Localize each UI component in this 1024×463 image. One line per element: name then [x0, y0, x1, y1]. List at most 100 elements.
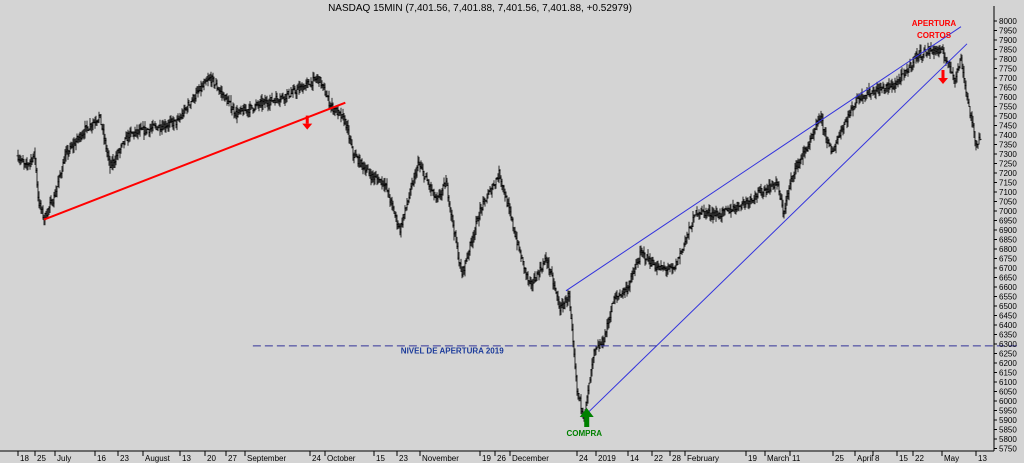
y-tick-label: 7400: [999, 131, 1017, 140]
sell-arrow: [938, 70, 948, 84]
annotation-label: APERTURA: [912, 19, 957, 28]
x-tick-label: 16: [97, 454, 106, 463]
x-tick-label: 15: [899, 454, 908, 463]
x-tick-label: 23: [399, 454, 408, 463]
y-tick-label: 6250: [999, 350, 1017, 359]
y-tick-label: 7450: [999, 122, 1017, 131]
y-tick-label: 7550: [999, 103, 1017, 112]
x-tick-label: 25: [835, 454, 844, 463]
y-tick-label: 7800: [999, 55, 1017, 64]
y-tick-label: 8000: [999, 17, 1017, 26]
y-tick-label: 6650: [999, 274, 1017, 283]
x-tick-label: 27: [228, 454, 237, 463]
x-tick-label: 22: [915, 454, 924, 463]
channel-line-2: [583, 43, 968, 417]
x-tick-label: 19: [482, 454, 491, 463]
x-tick-label: October: [327, 454, 356, 463]
y-tick-label: 7250: [999, 160, 1017, 169]
x-tick-label: November: [422, 454, 459, 463]
y-tick-label: 6850: [999, 236, 1017, 245]
y-tick-label: 6750: [999, 255, 1017, 264]
x-tick-label: 13: [978, 454, 987, 463]
x-tick-label: 26: [497, 454, 506, 463]
y-tick-label: 6500: [999, 302, 1017, 311]
x-tick-label: 15: [376, 454, 385, 463]
x-tick-label: 28: [672, 454, 681, 463]
x-tick-label: 14: [630, 454, 639, 463]
x-tick-label: September: [247, 454, 286, 463]
x-tick-label: 11: [792, 454, 801, 463]
y-axis: 5750580058505900595060006050610061506200…: [993, 6, 1017, 454]
y-tick-label: 7000: [999, 207, 1017, 216]
y-tick-label: 7950: [999, 27, 1017, 36]
y-tick-label: 7100: [999, 188, 1017, 197]
y-tick-label: 6900: [999, 226, 1017, 235]
y-tick-label: 7600: [999, 93, 1017, 102]
y-tick-label: 6950: [999, 217, 1017, 226]
annotations: NIVEL DE APERTURA 2019 COMPRA APERTURA CORT…: [401, 19, 957, 438]
x-tick-label: July: [57, 454, 71, 463]
buy-arrow: [579, 408, 594, 427]
y-tick-label: 7650: [999, 84, 1017, 93]
x-tick-label: 23: [120, 454, 129, 463]
annotation-label: COMPRA: [567, 429, 603, 438]
x-tick-label: 8: [875, 454, 880, 463]
support-trend-line: [43, 101, 346, 221]
ohlc-bar-series: [16, 42, 982, 423]
annotation-label: NIVEL DE APERTURA 2019: [401, 347, 504, 356]
y-tick-label: 6600: [999, 283, 1017, 292]
y-tick-label: 5900: [999, 416, 1017, 425]
x-tick-label: 19: [748, 454, 757, 463]
y-tick-label: 6450: [999, 312, 1017, 321]
x-axis: 18 25 July 16 23 August 13 20 27 September 24 Octob…: [0, 450, 994, 463]
annotation-label: CORTOS: [917, 31, 952, 40]
trend-lines: [43, 26, 1020, 417]
x-tick-label: May: [944, 454, 959, 463]
y-tick-label: 5850: [999, 426, 1017, 435]
channel-line-1: [565, 26, 962, 292]
y-tick-label: 6050: [999, 388, 1017, 397]
x-tick-label: 24: [312, 454, 321, 463]
y-tick-label: 7300: [999, 150, 1017, 159]
x-tick-label: April: [857, 454, 873, 463]
y-tick-label: 7850: [999, 46, 1017, 55]
x-tick-label: 22: [654, 454, 663, 463]
y-tick-label: 7150: [999, 179, 1017, 188]
x-tick-label: March: [767, 454, 789, 463]
x-tick-label: 25: [37, 454, 46, 463]
y-tick-label: 6300: [999, 340, 1017, 349]
arrows: [302, 70, 948, 427]
x-tick-label: August: [145, 454, 171, 463]
y-tick-label: 6350: [999, 331, 1017, 340]
y-tick-label: 7500: [999, 112, 1017, 121]
x-tick-label: December: [512, 454, 549, 463]
x-tick-label: 2019: [598, 454, 616, 463]
y-tick-label: 7700: [999, 74, 1017, 83]
x-tick-label: 18: [20, 454, 29, 463]
y-tick-label: 6150: [999, 369, 1017, 378]
ohlc-bars: [16, 42, 982, 423]
y-tick-label: 6800: [999, 245, 1017, 254]
x-tick-label: February: [687, 454, 719, 463]
chart-title: NASDAQ 15MIN (7,401.56, 7,401.88, 7,401.…: [328, 3, 632, 14]
x-tick-label: 13: [182, 454, 191, 463]
y-tick-label: 7750: [999, 65, 1017, 74]
y-tick-label: 6700: [999, 264, 1017, 273]
y-tick-label: 6400: [999, 321, 1017, 330]
sell-arrow: [302, 115, 313, 130]
x-tick-label: 20: [207, 454, 216, 463]
y-tick-label: 7200: [999, 169, 1017, 178]
y-tick-label: 5750: [999, 445, 1017, 454]
y-tick-label: 7900: [999, 36, 1017, 45]
y-tick-label: 6100: [999, 378, 1017, 387]
x-tick-label: 24: [579, 454, 588, 463]
y-tick-label: 6200: [999, 359, 1017, 368]
y-tick-label: 5950: [999, 407, 1017, 416]
y-tick-label: 7350: [999, 141, 1017, 150]
y-tick-label: 6550: [999, 293, 1017, 302]
y-tick-label: 5800: [999, 435, 1017, 444]
y-tick-label: 6000: [999, 397, 1017, 406]
y-tick-label: 7050: [999, 198, 1017, 207]
